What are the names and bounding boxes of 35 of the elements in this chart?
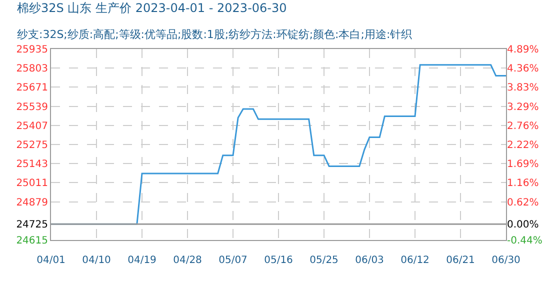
y2-tick-label: 2.22% xyxy=(507,140,539,152)
x-tick-label: 05/07 xyxy=(218,255,248,266)
x-tick-label: 04/28 xyxy=(173,255,202,266)
chart-title: 棉纱32S 山东 生产价 2023-04-01 - 2023-06-30 xyxy=(17,1,287,15)
y2-tick-label: 0.00% xyxy=(507,220,539,231)
y2-tick-label: 4.36% xyxy=(507,63,539,74)
x-tick-label: 04/01 xyxy=(36,255,66,266)
y-tick-label: 24879 xyxy=(16,197,48,208)
x-tick-label: 06/12 xyxy=(400,255,430,266)
x-tick-label: 04/19 xyxy=(128,255,156,266)
x-tick-label: 05/25 xyxy=(310,255,338,266)
y2-tick-label: 3.29% xyxy=(507,102,539,113)
y2-tick-label: 1.16% xyxy=(507,178,539,190)
x-tick-label: 06/30 xyxy=(492,255,520,266)
y2-tick-label: 3.83% xyxy=(507,82,539,94)
y-tick-label: 25671 xyxy=(16,82,48,94)
chart-subtitle: 纱支:32S;纱质:高配;等级:优等品;股数:1股;纺纱方法:环锭纺;颜色:本白;用途:针织 xyxy=(17,28,412,41)
y2-tick-label: 0.62% xyxy=(507,198,539,209)
y-tick-label: 25803 xyxy=(16,64,48,75)
y-tick-label: 25539 xyxy=(16,102,48,113)
y-tick-label: 25275 xyxy=(16,140,48,151)
y-tick-label: 25935 xyxy=(16,44,48,56)
y2-tick-label: -0.44% xyxy=(507,236,542,246)
y-tick-label: 24725 xyxy=(16,220,48,231)
y2-tick-label: 1.69% xyxy=(507,159,539,170)
y-tick-label: 24615 xyxy=(16,236,48,246)
y2-tick-label: 2.76% xyxy=(507,120,539,132)
x-tick-label: 06/21 xyxy=(446,255,475,266)
y-tick-label: 25407 xyxy=(16,120,48,132)
y-tick-label: 25011 xyxy=(16,178,48,190)
x-tick-label: 05/16 xyxy=(264,255,293,266)
x-tick-label: 06/03 xyxy=(355,255,384,266)
y2-tick-label: 4.89% xyxy=(507,44,539,56)
y-tick-label: 25143 xyxy=(16,159,48,170)
x-tick-label: 04/10 xyxy=(82,255,111,266)
